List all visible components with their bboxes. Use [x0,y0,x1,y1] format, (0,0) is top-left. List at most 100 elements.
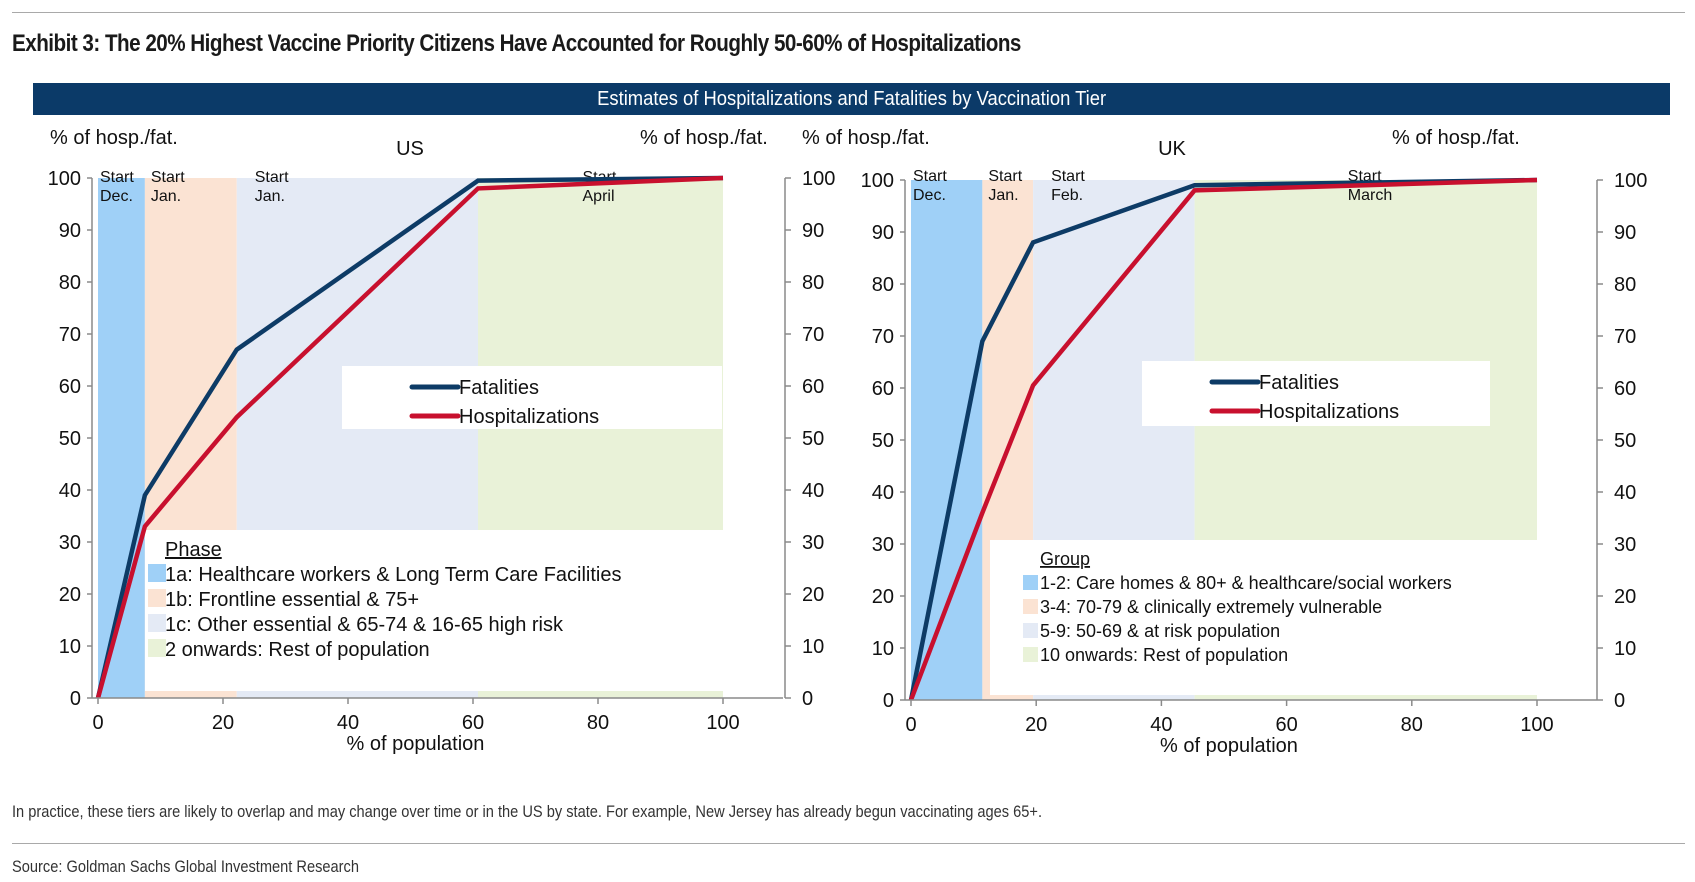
us-tier-legend-label: 1c: Other essential & 65-74 & 16-65 high… [165,614,564,636]
us-series-legend-box [342,366,722,429]
us-x-tick-label: 0 [92,712,103,734]
us-chart-title: US [396,138,424,160]
us-left-tick-label: 0 [70,688,81,710]
us-x-tick-label: 20 [212,712,234,734]
us-right-tick-label: 80 [802,272,824,294]
us-right-tick-label: 0 [802,688,813,710]
uk-tier-legend-label: 1-2: Care homes & 80+ & healthcare/socia… [1040,573,1452,593]
exhibit-title: Exhibit 3: The 20% Highest Vaccine Prior… [12,30,1021,57]
uk-left-tick-label: 60 [872,378,894,400]
us-legend-label-hospitalizations: Hospitalizations [459,406,599,428]
uk-series-hospitalizations [908,177,1538,701]
uk-right-tick-label: 70 [1614,326,1636,348]
us-left-tick-label: 70 [59,324,81,346]
us-x-axis-title: % of population [347,733,485,755]
us-right-tick-label: 90 [802,220,824,242]
chart-header-text: Estimates of Hospitalizations and Fatali… [597,88,1106,110]
us-x-tick-label: 40 [337,712,359,734]
uk-right-tick-label: 100 [1614,170,1647,192]
uk-tier-annotation: Dec. [913,187,946,204]
us-tier-legend-label: 2 onwards: Rest of population [165,639,430,661]
uk-series-fatalities [908,177,1538,701]
uk-right-tick-label: 10 [1614,638,1636,660]
uk-right-tick-label: 90 [1614,222,1636,244]
uk-legend-label-hospitalizations: Hospitalizations [1259,401,1399,423]
us-x-tick-label: 100 [706,712,739,734]
us-left-axis-title: % of hosp./fat. [50,127,178,149]
us-right-tick-label: 70 [802,324,824,346]
uk-left-tick-label: 80 [872,274,894,296]
us-tier-legend-swatch [148,639,166,657]
us-tier-legend-label: 1b: Frontline essential & 75+ [165,589,419,611]
us-tier-annotation: April [583,188,615,205]
uk-left-axis-title: % of hosp./fat. [802,127,930,149]
uk-left-tick-label: 0 [883,690,894,712]
uk-tier-legend-swatch [1023,599,1038,614]
uk-tier-legend-label: 3-4: 70-79 & clinically extremely vulner… [1040,597,1382,617]
uk-tier-legend-title: Group [1040,549,1090,569]
uk-x-tick-label: 60 [1275,714,1297,736]
us-tier-legend-swatch [148,589,166,607]
us-left-tick-label: 80 [59,272,81,294]
us-tier-legend-swatch [148,564,166,582]
us-right-tick-label: 30 [802,532,824,554]
us-tier-annotation: Start [100,169,134,186]
uk-tier-legend-box [990,540,1537,695]
us-right-axis-title: % of hosp./fat. [640,127,768,149]
us-left-tick-label: 20 [59,584,81,606]
uk-tier-band-1 [911,180,983,700]
uk-tier-annotation: Start [988,168,1022,185]
us-tier-annotation: Dec. [100,188,133,205]
us-x-tick-label: 80 [587,712,609,734]
uk-left-tick-label: 70 [872,326,894,348]
top-rule [12,12,1685,13]
uk-chart-title: UK [1158,138,1186,160]
uk-right-axis-title: % of hosp./fat. [1392,127,1520,149]
source-note: Source: Goldman Sachs Global Investment … [12,857,359,876]
us-left-tick-label: 40 [59,480,81,502]
us-right-tick-label: 50 [802,428,824,450]
us-series-fatalities [95,175,724,699]
uk-x-tick-label: 0 [905,714,916,736]
us-legend-label-fatalities: Fatalities [459,377,539,399]
uk-tier-annotation: March [1348,187,1392,204]
uk-tier-legend-label: 10 onwards: Rest of population [1040,645,1288,665]
us-left-tick-label: 60 [59,376,81,398]
uk-legend-label-fatalities: Fatalities [1259,372,1339,394]
us-left-tick-label: 50 [59,428,81,450]
uk-left-tick-label: 10 [872,638,894,660]
uk-right-tick-label: 80 [1614,274,1636,296]
us-series-hospitalizations [95,175,724,699]
uk-left-tick-label: 100 [861,170,894,192]
uk-right-tick-label: 0 [1614,690,1625,712]
us-right-tick-label: 40 [802,480,824,502]
uk-x-tick-label: 20 [1025,714,1047,736]
us-tier-legend-swatch [148,614,166,632]
us-right-tick-label: 10 [802,636,824,658]
footer-rule [12,843,1685,844]
footnote: In practice, these tiers are likely to o… [12,802,1043,821]
uk-right-tick-label: 20 [1614,586,1636,608]
us-right-tick-label: 100 [802,168,835,190]
uk-tier-legend-label: 5-9: 50-69 & at risk population [1040,621,1280,641]
us-left-tick-label: 10 [59,636,81,658]
uk-left-tick-label: 40 [872,482,894,504]
uk-tier-annotation: Jan. [988,187,1018,204]
chart-header-bar: Estimates of Hospitalizations and Fatali… [33,83,1670,115]
us-left-tick-label: 90 [59,220,81,242]
us-right-tick-label: 60 [802,376,824,398]
uk-x-tick-label: 100 [1520,714,1553,736]
uk-right-tick-label: 30 [1614,534,1636,556]
us-tier-annotation: Start [151,169,185,186]
us-x-tick-label: 60 [462,712,484,734]
uk-right-tick-label: 50 [1614,430,1636,452]
uk-tier-legend-swatch [1023,623,1038,638]
us-tier-annotation: Jan. [255,188,285,205]
uk-right-tick-label: 60 [1614,378,1636,400]
us-right-tick-label: 20 [802,584,824,606]
uk-tier-annotation: Feb. [1051,187,1083,204]
uk-x-axis-title: % of population [1160,735,1298,757]
us-tier-legend-box [145,530,723,691]
uk-left-tick-label: 30 [872,534,894,556]
